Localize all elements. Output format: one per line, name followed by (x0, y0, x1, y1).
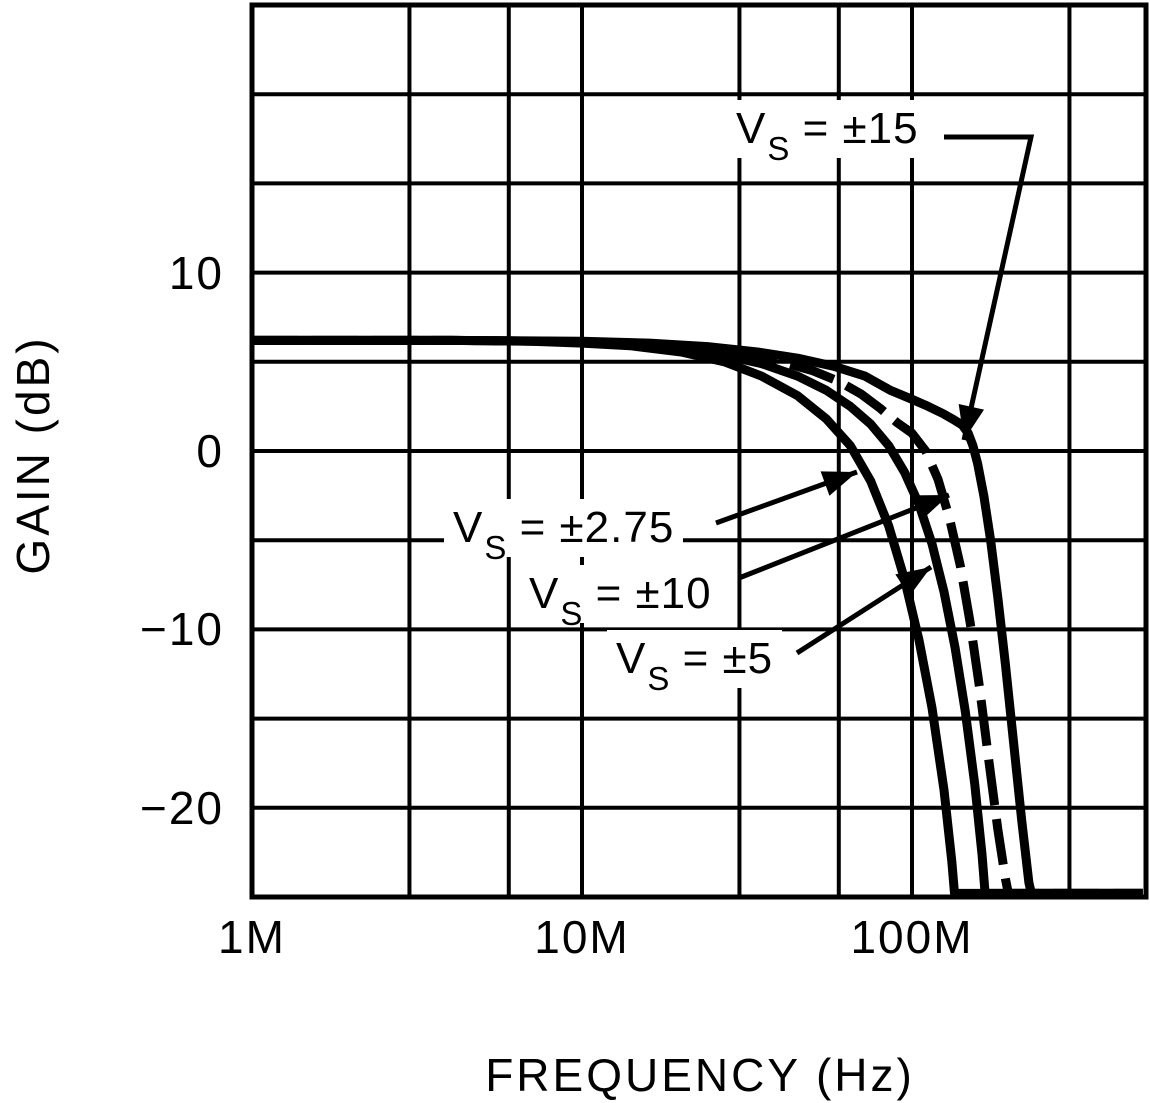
vs-symbol: V (736, 104, 767, 153)
y-tick-0: 0 (196, 425, 224, 477)
y-axis-title: GAIN (dB) (7, 335, 59, 575)
y-tick-minus20: −20 (139, 781, 224, 834)
x-tick-1M: 1M (218, 911, 286, 963)
y-tick-10: 10 (168, 246, 224, 299)
vs-symbol: V (453, 503, 484, 552)
curve-label-vs-2p75: VS = ±2.75 (444, 499, 684, 564)
curve-label-vs-5: VS = ±5 (607, 630, 783, 695)
vs-value: = ±15 (789, 104, 919, 153)
x-axis-title: FREQUENCY (Hz) (485, 1049, 915, 1101)
curve-label-vs-15: VS = ±15 (727, 100, 928, 165)
vs-value: = ±5 (669, 634, 774, 683)
vs-subscript: S (484, 528, 508, 566)
x-tick-10M: 10M (534, 911, 630, 963)
vs-value: = ±2.75 (506, 503, 675, 552)
vs-value: = ±10 (582, 569, 712, 618)
x-tick-100M: 100M (850, 911, 974, 963)
vs-subscript: S (560, 594, 584, 632)
vs-symbol: V (529, 569, 560, 618)
vs-subscript: S (767, 129, 791, 167)
vs-subscript: S (647, 659, 671, 697)
y-tick-minus10: −10 (139, 603, 224, 656)
curve-label-vs-10: VS = ±10 (520, 565, 721, 630)
vs-symbol: V (616, 634, 647, 683)
